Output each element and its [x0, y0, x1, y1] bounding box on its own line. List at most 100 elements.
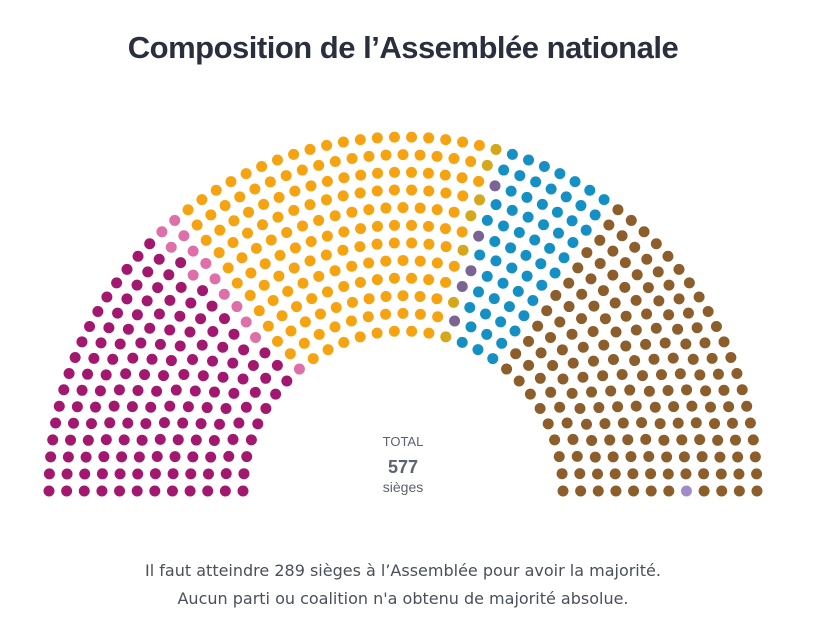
seat-dot-group-3 [440, 241, 452, 253]
seat-dot-group-6 [560, 191, 572, 203]
seat-dot-group-1 [163, 269, 175, 281]
seat-dot-group-3 [440, 134, 452, 146]
seat-dot-group-3 [227, 236, 239, 248]
seat-dot-group-3 [264, 176, 276, 188]
seat-dot-group-1 [197, 370, 209, 382]
seat-dot-group-7 [550, 289, 562, 301]
seat-dot-group-1 [113, 384, 125, 396]
seat-dot-group-7 [676, 434, 688, 446]
seat-dot-group-6 [554, 168, 566, 180]
seat-dot-group-7 [567, 357, 579, 369]
seat-dot-group-6 [488, 293, 500, 305]
seat-dot-group-7 [523, 359, 535, 371]
seat-dot-group-7 [751, 485, 763, 497]
seat-dot-group-7 [594, 257, 606, 269]
seat-dot-group-7 [702, 306, 714, 318]
seats-group [43, 131, 763, 497]
seat-dot-group-3 [372, 167, 384, 179]
seat-dot-group-6 [506, 148, 518, 160]
seat-dot-group-5 [489, 180, 501, 192]
seat-dot-group-3 [306, 293, 318, 305]
seat-dot-group-3 [276, 310, 288, 322]
seat-dot-group-7 [691, 322, 703, 334]
seat-dot-group-1 [185, 297, 197, 309]
seat-dot-group-6 [558, 252, 570, 264]
seat-dot-group-3 [371, 327, 383, 339]
seat-dot-group-7 [572, 262, 584, 274]
seat-dot-group-3 [380, 290, 392, 302]
seat-dot-group-6 [498, 220, 510, 232]
seat-dot-group-7 [597, 285, 609, 297]
seat-dot-group-3 [388, 219, 400, 231]
seat-dot-group-3 [456, 226, 468, 238]
seat-dot-group-7 [627, 468, 639, 480]
seat-dot-group-3 [245, 267, 257, 279]
seat-dot-group-7 [563, 301, 575, 313]
seat-dot-group-7 [607, 269, 619, 281]
seat-dot-group-7 [566, 387, 578, 399]
seat-dot-group-7 [744, 417, 756, 429]
seat-dot-group-7 [616, 230, 628, 242]
seat-dot-group-7 [630, 294, 642, 306]
seat-dot-group-1 [92, 306, 104, 318]
seat-dot-group-1 [135, 337, 147, 349]
seat-dot-group-7 [678, 451, 690, 463]
seat-dot-group-3 [473, 175, 485, 187]
seat-dot-group-3 [304, 143, 316, 155]
seat-dot-group-6 [514, 170, 526, 182]
seat-dot-group-7 [549, 434, 561, 446]
seat-dot-group-7 [652, 266, 664, 278]
seat-dot-group-6 [490, 255, 502, 267]
seat-dot-group-4 [481, 159, 493, 171]
seat-dot-group-3 [213, 247, 225, 259]
seat-dot-group-1 [84, 320, 96, 332]
seat-dot-group-3 [338, 226, 350, 238]
seat-dot-group-3 [448, 153, 460, 165]
seat-dot-group-1 [166, 485, 178, 497]
seat-dot-group-6 [464, 302, 476, 313]
seat-dot-group-1 [206, 300, 218, 312]
seat-dot-group-7 [566, 328, 578, 340]
seat-dot-group-2 [218, 288, 230, 300]
seat-dot-group-3 [214, 224, 226, 236]
seat-dot-group-7 [532, 320, 544, 332]
seat-dot-group-7 [605, 385, 617, 397]
seat-dot-group-7 [693, 291, 705, 303]
seat-dot-group-7 [557, 373, 569, 385]
seat-dot-group-7 [630, 324, 642, 336]
seat-dot-group-1 [96, 468, 108, 480]
seat-dot-group-7 [690, 417, 702, 429]
seat-dot-group-7 [524, 388, 536, 400]
seat-dot-group-1 [201, 402, 213, 414]
seat-dot-group-7 [577, 341, 589, 353]
seat-dot-group-3 [244, 289, 256, 301]
seat-dot-group-6 [513, 227, 525, 239]
seat-dot-group-7 [655, 369, 667, 381]
seat-dot-group-3 [422, 167, 434, 179]
seat-dot-group-1 [121, 263, 133, 275]
seat-dot-group-1 [132, 468, 144, 480]
seat-dot-group-3 [234, 191, 246, 203]
seat-dot-group-7 [607, 245, 619, 257]
seat-dot-group-2 [187, 245, 199, 257]
seat-dot-group-7 [554, 316, 566, 328]
seat-dot-group-1 [82, 368, 94, 380]
seat-dot-group-1 [184, 485, 196, 497]
seat-dot-group-1 [58, 384, 70, 396]
seat-dot-group-1 [167, 468, 179, 480]
seat-dot-group-7 [571, 450, 583, 462]
seat-dot-group-7 [649, 401, 661, 413]
seat-dot-group-1 [238, 468, 250, 480]
seat-dot-group-3 [354, 276, 366, 288]
seat-dot-group-3 [406, 272, 418, 284]
seat-dot-group-7 [705, 401, 716, 413]
seat-dot-group-6 [584, 184, 596, 196]
seat-dot-group-7 [733, 485, 745, 497]
seat-dot-group-7 [567, 433, 579, 445]
seat-dot-group-7 [610, 326, 622, 338]
seat-dot-group-1 [96, 485, 108, 497]
seat-dot-group-1 [114, 338, 126, 350]
seat-dot-group-5 [473, 230, 485, 242]
seat-dot-group-3 [457, 190, 469, 202]
seat-dot-group-3 [354, 331, 366, 343]
